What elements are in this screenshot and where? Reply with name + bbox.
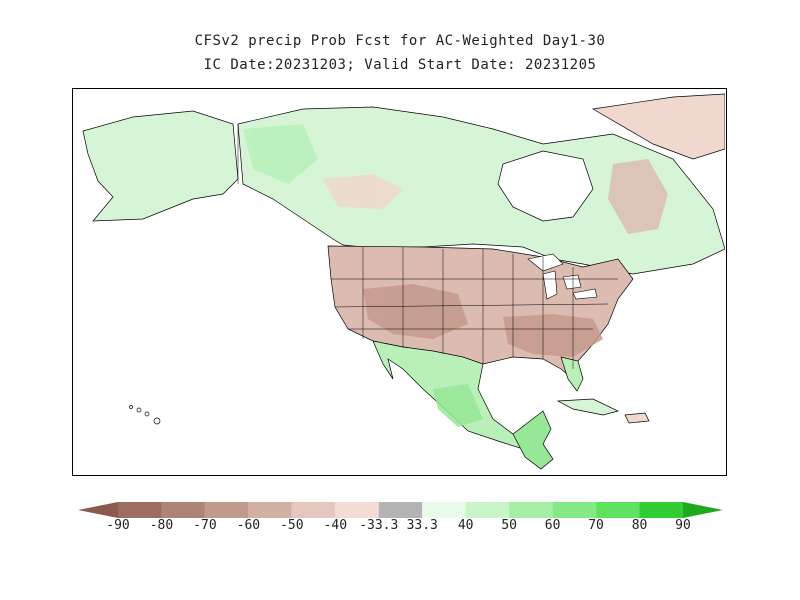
state-boundaries: [237, 124, 618, 369]
anomaly-patches: [243, 124, 668, 427]
colorbar-segment: [204, 502, 249, 518]
colorbar-tick-label: -70: [193, 518, 217, 533]
alaska-region: [82, 110, 239, 222]
colorbar-segment: [291, 502, 336, 518]
hudson-bay: [497, 150, 594, 222]
colorbar: [78, 500, 723, 540]
wet-patch-northwest: [243, 124, 318, 184]
hawaii-islands: [129, 405, 161, 425]
colorbar-tick-label: 80: [631, 518, 648, 533]
wet-patch-gulf-mexico: [433, 384, 483, 427]
hispaniola-region: [624, 412, 650, 424]
north-america-map: [82, 93, 725, 470]
land-regions: [82, 93, 725, 470]
colorbar-tick-label: 70: [588, 518, 604, 533]
colorbar-tick-label: -80: [149, 518, 174, 533]
colorbar-arrow-left: [78, 502, 118, 518]
colorbar-segment: [552, 502, 597, 518]
central-america-region: [512, 410, 554, 470]
colorbar-arrow-right: [683, 502, 723, 518]
colorbar-segment: [161, 502, 205, 518]
forecast-map: [72, 88, 727, 476]
colorbar-segment: [118, 502, 162, 518]
dry-patch-southeast: [503, 314, 603, 357]
florida-region: [560, 356, 584, 392]
colorbar-segment: [509, 502, 553, 518]
cuba-region: [556, 398, 620, 416]
chart-subtitle: IC Date:20231203; Valid Start Date: 2023…: [203, 57, 597, 73]
chart-title: CFSv2 precip Prob Fcst for AC-Weighted D…: [194, 33, 606, 49]
colorbar-segment: [248, 502, 292, 518]
colorbar-tick-label: -50: [280, 518, 304, 533]
colorbar-tick-label: -60: [236, 518, 261, 533]
greenland-region: [591, 93, 725, 160]
colorbar-tick-label: 60: [544, 518, 561, 533]
colorbar-segment: [335, 502, 379, 518]
dry-patch-southwest: [363, 284, 468, 339]
colorbar-segment: [465, 502, 510, 518]
colorbar-segment: [596, 502, 640, 518]
colorbar-tick-label: 50: [501, 518, 517, 533]
dry-patch-canada-prairie: [323, 174, 403, 209]
colorbar-tick-label: 90: [675, 518, 691, 533]
great-lakes: [527, 253, 598, 300]
colorbar-scale: [78, 502, 723, 518]
colorbar-tick-label: 33.3: [406, 518, 438, 533]
dry-patch-labrador: [608, 159, 668, 234]
colorbar-segment: [378, 502, 423, 518]
colorbar-tick-label: 40: [457, 518, 474, 533]
colorbar-segment: [422, 502, 466, 518]
colorbar-tick-label: -33.3: [359, 518, 399, 533]
colorbar-tick-label: -90: [106, 518, 130, 533]
colorbar-segment: [639, 502, 683, 518]
colorbar-tick-label: -40: [323, 518, 348, 533]
